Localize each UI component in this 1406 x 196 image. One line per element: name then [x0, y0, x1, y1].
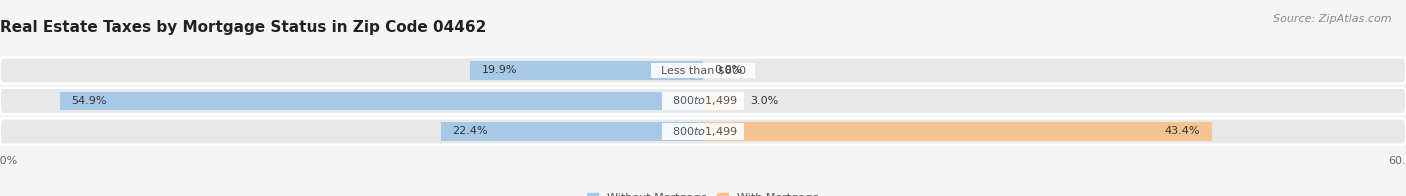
Bar — [703, 122, 1212, 141]
Text: 0.0%: 0.0% — [714, 65, 742, 75]
Text: 19.9%: 19.9% — [481, 65, 517, 75]
Legend: Without Mortgage, With Mortgage: Without Mortgage, With Mortgage — [582, 188, 824, 196]
Text: $800 to $1,499: $800 to $1,499 — [665, 125, 741, 138]
Bar — [470, 61, 703, 80]
Text: 22.4%: 22.4% — [453, 126, 488, 136]
FancyBboxPatch shape — [0, 57, 1406, 83]
FancyBboxPatch shape — [0, 119, 1406, 144]
Text: 54.9%: 54.9% — [72, 96, 107, 106]
Text: Real Estate Taxes by Mortgage Status in Zip Code 04462: Real Estate Taxes by Mortgage Status in … — [0, 20, 486, 35]
Text: Source: ZipAtlas.com: Source: ZipAtlas.com — [1274, 14, 1392, 24]
FancyBboxPatch shape — [0, 88, 1406, 114]
Text: 43.4%: 43.4% — [1164, 126, 1199, 136]
Text: $800 to $1,499: $800 to $1,499 — [665, 94, 741, 107]
Text: 3.0%: 3.0% — [749, 96, 778, 106]
Bar — [703, 92, 738, 110]
Text: Less than $800: Less than $800 — [654, 65, 752, 75]
Bar — [440, 122, 703, 141]
Bar — [59, 92, 703, 110]
